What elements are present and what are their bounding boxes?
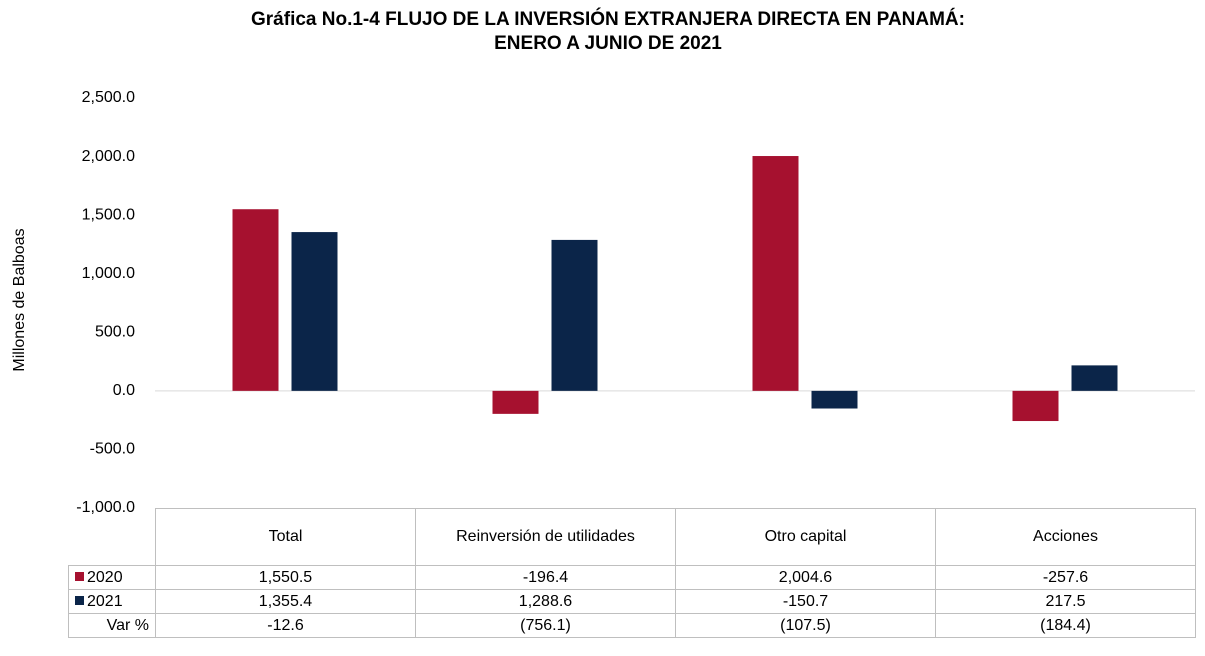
table-cell — [69, 509, 156, 566]
table-cell: Reinversión de utilidades — [415, 508, 676, 566]
y-tick-label: 500.0 — [95, 324, 135, 341]
table-cell: Acciones — [935, 508, 1196, 566]
y-tick-label: 1,500.0 — [82, 206, 135, 223]
table-cell: Otro capital — [675, 508, 936, 566]
legend-entry: 2021 — [68, 589, 156, 614]
bar — [1012, 390, 1059, 422]
legend-label: 2020 — [87, 568, 123, 586]
table-cell: -12.6 — [155, 613, 416, 638]
legend-entry: 2020 — [68, 565, 156, 590]
table-cell: (184.4) — [935, 613, 1196, 638]
table-cell: Var % — [68, 613, 156, 638]
bar — [232, 209, 279, 391]
y-tick-label: 2,500.0 — [82, 89, 135, 106]
legend-swatch — [75, 571, 84, 581]
y-tick-label: -500.0 — [90, 441, 135, 458]
table-cell: 2,004.6 — [675, 565, 936, 590]
table-cell: 1,288.6 — [415, 589, 676, 614]
bar — [551, 239, 598, 391]
table-cell: Total — [155, 508, 416, 566]
y-axis-label: Millones de Balboas — [11, 228, 28, 371]
bar — [811, 390, 858, 409]
table-cell: 1,355.4 — [155, 589, 416, 614]
bar — [291, 232, 338, 391]
table-cell: -150.7 — [675, 589, 936, 614]
y-tick-label: 0.0 — [113, 382, 135, 399]
table-cell: (756.1) — [415, 613, 676, 638]
table-cell: -257.6 — [935, 565, 1196, 590]
table-cell: (107.5) — [675, 613, 936, 638]
bar — [752, 156, 799, 391]
chart-title: Gráfica No.1-4 FLUJO DE LA INVERSIÓN EXT… — [251, 8, 965, 30]
y-tick-label: 2,000.0 — [82, 148, 135, 165]
y-tick-label: -1,000.0 — [76, 499, 135, 516]
legend-label: 2021 — [87, 592, 123, 610]
table-cell: 1,550.5 — [155, 565, 416, 590]
legend-swatch — [75, 595, 84, 605]
table-cell: -196.4 — [415, 565, 676, 590]
data-table: Total Reinversión de utilidades Otro capit… — [68, 508, 1196, 638]
bar — [1071, 365, 1118, 391]
table-cell: 217.5 — [935, 589, 1196, 614]
bar — [492, 390, 539, 414]
y-tick-label: 1,000.0 — [82, 265, 135, 282]
chart-title: ENERO A JUNIO DE 2021 — [494, 33, 722, 54]
